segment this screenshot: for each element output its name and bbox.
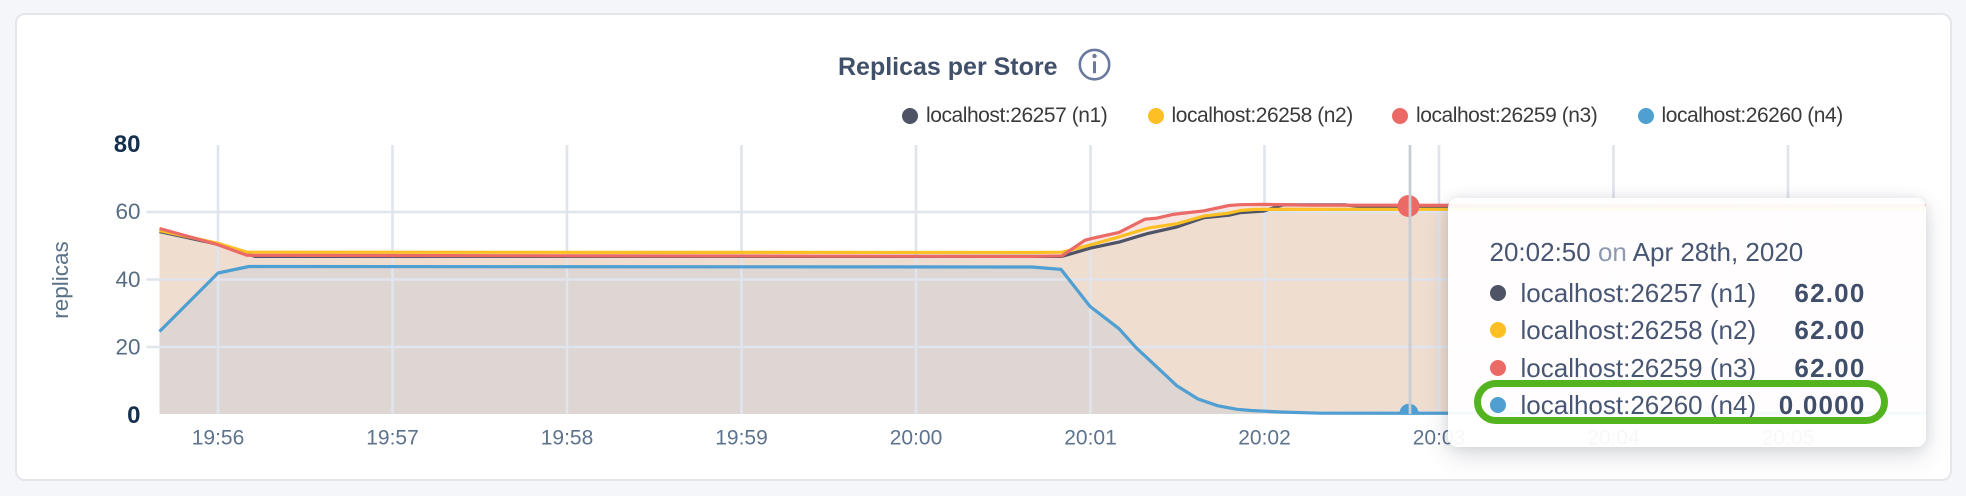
svg-text:19:59: 19:59 [715,427,768,450]
svg-text:20:01: 20:01 [1064,427,1117,450]
svg-text:60: 60 [115,199,140,224]
svg-text:80: 80 [114,131,141,158]
svg-text:40: 40 [115,267,140,292]
svg-text:20:00: 20:00 [890,427,943,450]
svg-text:19:58: 19:58 [541,427,594,450]
svg-text:20:02: 20:02 [1238,427,1291,450]
svg-text:19:57: 19:57 [366,427,419,450]
svg-text:19:56: 19:56 [192,427,245,450]
svg-text:replicas: replicas [48,241,73,319]
svg-text:20: 20 [115,334,140,359]
svg-text:0: 0 [127,402,140,429]
